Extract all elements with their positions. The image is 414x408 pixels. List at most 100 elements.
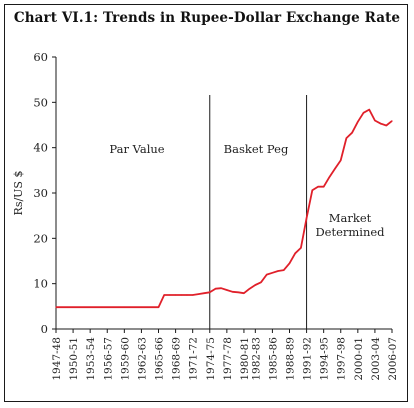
x-axis: 1947-48 1950-51 1953-54 1956-57 1959-60 1962-… [51, 328, 399, 381]
y-tick-label: 40 [33, 141, 48, 155]
x-tick-label: 2003-04 [370, 337, 382, 381]
data-point [220, 287, 222, 289]
data-point [186, 294, 188, 296]
data-point [163, 294, 165, 296]
data-point [266, 274, 268, 276]
data-point [345, 137, 348, 139]
data-point [288, 262, 291, 264]
data-point [277, 270, 279, 272]
y-tick-label: 50 [33, 95, 48, 109]
data-point [100, 306, 103, 308]
x-tick-label: 1968-69 [171, 337, 183, 381]
y-axis-title: Rs/US $ [12, 171, 25, 216]
data-point [146, 306, 148, 308]
data-point [311, 189, 313, 191]
x-tick-label: 1985-86 [267, 337, 279, 381]
x-tick-label: 1962-63 [136, 337, 148, 381]
x-tick-label: 1994-95 [319, 337, 331, 381]
data-point [169, 294, 171, 296]
annotation-basket-peg: Basket Peg [224, 142, 289, 156]
x-tick-label: 2000-01 [353, 337, 365, 381]
annotation-market: Market [329, 211, 372, 225]
x-tick-label: 1997-98 [336, 337, 348, 381]
data-point [180, 294, 182, 296]
series-lines [55, 108, 393, 309]
x-tick-label: 1971-72 [188, 337, 200, 381]
data-point [203, 292, 205, 294]
data-point [368, 108, 370, 111]
data-point [123, 306, 125, 308]
data-point [328, 176, 330, 178]
data-point [209, 291, 211, 293]
chart-title: Chart VI.1: Trends in Rupee-Dollar Excha… [13, 10, 401, 26]
data-point [197, 293, 199, 295]
data-point [362, 112, 365, 114]
x-tick-label: 2006-07 [387, 337, 399, 381]
data-point [83, 306, 86, 308]
x-tick-label: 1956-57 [102, 337, 114, 381]
data-point [72, 306, 74, 308]
x-tick-label: 1959-60 [119, 337, 131, 381]
x-tick-label: 1982-83 [250, 337, 262, 381]
chart-frame [4, 4, 408, 402]
data-point [135, 306, 137, 308]
data-point [323, 186, 325, 188]
data-point [351, 132, 353, 134]
data-point [260, 281, 262, 283]
x-tick-label: 1953-54 [85, 337, 97, 381]
data-point [192, 294, 194, 296]
data-point [55, 306, 57, 308]
data-point [334, 167, 336, 170]
data-point [78, 306, 80, 308]
data-point [112, 306, 114, 308]
data-point [61, 306, 63, 308]
data-point [317, 186, 319, 188]
y-tick-label: 30 [33, 186, 48, 200]
data-point [214, 288, 217, 290]
data-point [66, 306, 68, 308]
y-tick-label: 0 [41, 322, 48, 336]
annotation-determined: Determined [315, 225, 385, 239]
x-tick-label: 1988-89 [284, 337, 296, 381]
data-point [391, 120, 393, 122]
data-point [243, 292, 245, 294]
x-tick-label: 1965-66 [154, 337, 166, 381]
y-tick-label: 60 [33, 50, 48, 64]
annotation-par-value: Par Value [109, 142, 164, 156]
data-point [140, 306, 143, 308]
data-point [118, 306, 120, 308]
data-point [129, 306, 131, 308]
data-point [106, 306, 108, 308]
y-tick-label: 10 [33, 277, 48, 291]
data-point [357, 121, 359, 123]
data-point [237, 291, 239, 293]
data-point [300, 247, 302, 249]
data-point [340, 159, 342, 161]
x-tick-label: 1950-51 [68, 337, 80, 381]
data-point [294, 252, 296, 254]
regime-dividers [209, 95, 308, 329]
data-point [283, 269, 285, 271]
y-axis: 0 10 20 30 40 50 60 [33, 50, 57, 336]
data-point [89, 306, 91, 308]
data-point [231, 291, 234, 293]
data-point [271, 272, 274, 274]
data-point [157, 306, 160, 308]
x-tick-label: 1947-48 [51, 337, 63, 381]
x-tick-label: 1991-92 [302, 337, 314, 381]
data-point [305, 217, 308, 219]
data-point [254, 284, 256, 286]
data-point [374, 119, 376, 122]
data-point [152, 306, 154, 308]
x-tick-label: 1980-81 [239, 337, 251, 381]
data-point [249, 288, 251, 290]
y-tick-label: 20 [33, 231, 48, 245]
series-line [56, 108, 393, 309]
data-point [174, 294, 177, 296]
data-point [385, 124, 387, 127]
x-tick-label: 1977-78 [222, 337, 234, 381]
data-point [226, 289, 228, 291]
data-point [95, 306, 97, 308]
